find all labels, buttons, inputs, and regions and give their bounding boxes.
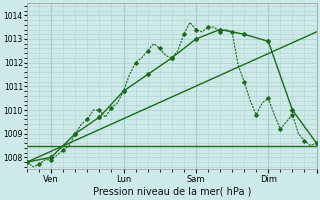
X-axis label: Pression niveau de la mer( hPa ): Pression niveau de la mer( hPa ) xyxy=(92,187,251,197)
